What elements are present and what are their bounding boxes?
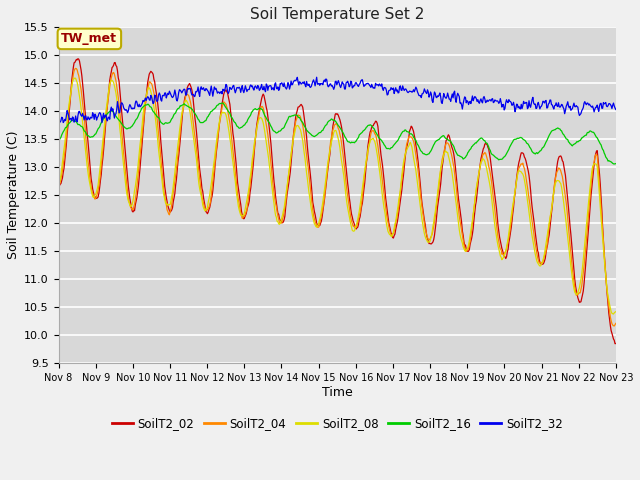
SoilT2_02	[422, 227, 430, 233]
SoilT2_16	[55, 139, 63, 144]
SoilT2_02	[74, 56, 82, 61]
SoilT2_32	[406, 89, 414, 95]
SoilT2_02	[209, 188, 217, 193]
SoilT2_08	[422, 236, 430, 241]
SoilT2_16	[611, 161, 618, 167]
SoilT2_16	[406, 131, 413, 136]
SoilT2_32	[55, 117, 63, 123]
SoilT2_04	[209, 179, 217, 184]
SoilT2_16	[65, 121, 72, 127]
SoilT2_04	[55, 184, 63, 190]
SoilT2_04	[65, 110, 72, 116]
Text: TW_met: TW_met	[61, 32, 117, 46]
SoilT2_02	[179, 104, 187, 110]
SoilT2_08	[55, 184, 63, 190]
SoilT2_08	[209, 168, 217, 174]
SoilT2_02	[123, 168, 131, 174]
SoilT2_02	[65, 116, 72, 122]
X-axis label: Time: Time	[322, 385, 353, 398]
Y-axis label: Soil Temperature (C): Soil Temperature (C)	[7, 131, 20, 259]
Legend: SoilT2_02, SoilT2_04, SoilT2_08, SoilT2_16, SoilT2_32: SoilT2_02, SoilT2_04, SoilT2_08, SoilT2_…	[107, 413, 568, 435]
SoilT2_04	[123, 182, 131, 188]
SoilT2_08	[610, 311, 618, 317]
SoilT2_32	[98, 120, 106, 125]
Line: SoilT2_02: SoilT2_02	[59, 59, 616, 344]
SoilT2_32	[65, 113, 72, 119]
Line: SoilT2_04: SoilT2_04	[59, 68, 616, 326]
SoilT2_04	[422, 228, 430, 234]
SoilT2_16	[122, 125, 130, 131]
SoilT2_04	[612, 321, 620, 326]
SoilT2_02	[406, 128, 413, 134]
SoilT2_04	[179, 106, 187, 112]
Line: SoilT2_08: SoilT2_08	[59, 78, 616, 314]
SoilT2_16	[179, 102, 186, 108]
SoilT2_32	[423, 91, 431, 96]
Title: Soil Temperature Set 2: Soil Temperature Set 2	[250, 7, 424, 22]
SoilT2_08	[123, 191, 131, 196]
SoilT2_04	[72, 65, 79, 71]
SoilT2_08	[71, 75, 79, 81]
SoilT2_32	[179, 87, 187, 93]
SoilT2_32	[123, 108, 131, 113]
SoilT2_02	[612, 341, 620, 347]
SoilT2_32	[313, 74, 321, 80]
SoilT2_08	[406, 141, 413, 146]
SoilT2_16	[219, 100, 227, 106]
SoilT2_04	[406, 134, 413, 140]
SoilT2_16	[422, 152, 430, 157]
SoilT2_02	[55, 184, 63, 190]
Line: SoilT2_32: SoilT2_32	[59, 77, 616, 122]
SoilT2_16	[208, 108, 216, 114]
SoilT2_32	[209, 93, 217, 99]
Line: SoilT2_16: SoilT2_16	[59, 103, 616, 164]
SoilT2_08	[65, 104, 72, 110]
SoilT2_16	[612, 161, 620, 167]
SoilT2_04	[611, 323, 618, 329]
SoilT2_32	[612, 107, 620, 112]
SoilT2_08	[612, 309, 620, 314]
SoilT2_08	[179, 103, 187, 109]
SoilT2_02	[611, 341, 619, 347]
